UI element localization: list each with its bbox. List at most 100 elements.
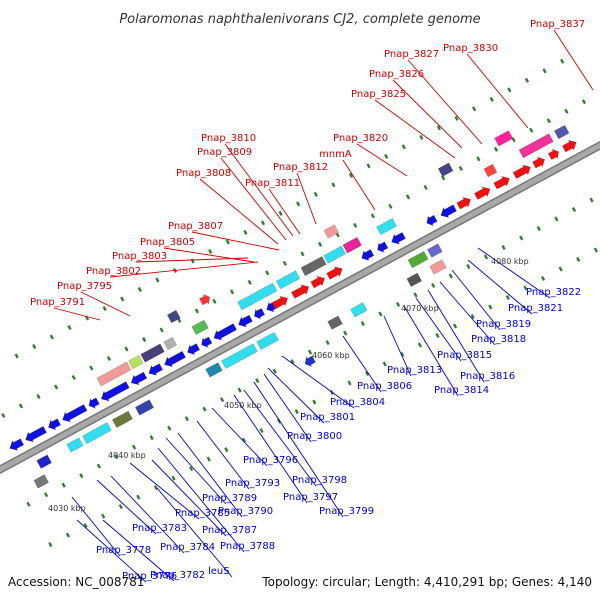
gene-feature <box>327 315 343 330</box>
leader-line <box>553 29 594 91</box>
leader-line <box>267 367 325 424</box>
gene-feature <box>391 232 406 245</box>
tick-mark <box>558 266 563 272</box>
gene-feature <box>271 295 289 310</box>
gene-feature <box>238 314 253 328</box>
tick-mark <box>472 106 477 112</box>
gene-labels: Pnap_3791 Pnap_3795 Pnap_3802 Pnap_3803 Pnap… <box>30 19 585 582</box>
leader-line <box>403 305 459 397</box>
tick-mark <box>542 68 547 74</box>
gene-label: Pnap_3808 <box>176 168 231 179</box>
tick-mark <box>247 279 252 285</box>
gene-feature <box>100 381 130 402</box>
tick-mark <box>290 359 295 365</box>
gene-label: Pnap_3819 <box>476 319 531 330</box>
gene-feature <box>221 343 258 369</box>
gene-feature <box>342 237 362 254</box>
gene-feature <box>148 363 164 376</box>
gene-label: Pnap_3788 <box>220 541 275 552</box>
tick-mark <box>102 305 107 311</box>
tick-mark <box>388 203 393 209</box>
gene-feature <box>376 218 397 236</box>
gene-label: Pnap_3801 <box>300 412 355 423</box>
tick-mark <box>466 264 471 270</box>
kbp-marker: 4070 kbp <box>401 304 439 313</box>
gene-label: Pnap_3796 <box>243 455 298 466</box>
gene-label: Pnap_3785 <box>175 508 230 519</box>
kbp-marker: 4050 kbp <box>224 401 262 410</box>
leader-line <box>268 188 301 235</box>
tick-mark <box>49 334 54 340</box>
gene-feature <box>96 361 132 387</box>
tick-mark <box>194 308 199 314</box>
leader-line <box>281 355 355 409</box>
gene-features <box>9 124 577 489</box>
tick-mark <box>219 397 225 403</box>
tick-mark <box>571 206 577 212</box>
tick-mark <box>136 494 141 500</box>
tick-mark <box>124 346 129 352</box>
tick-mark <box>118 504 123 510</box>
tick-mark <box>360 321 365 327</box>
tick-mark <box>581 99 587 105</box>
gene-label: Pnap_3806 <box>357 381 412 392</box>
leader-line <box>224 143 294 237</box>
gene-feature <box>474 186 491 200</box>
tick-mark <box>294 409 299 415</box>
gene-label: Pnap_3825 <box>351 89 406 100</box>
gene-feature <box>300 256 327 277</box>
genome-backbone <box>0 140 600 475</box>
tick-mark <box>241 437 247 443</box>
tick-mark <box>488 304 493 310</box>
gene-feature <box>493 176 510 190</box>
gene-label: Pnap_3803 <box>112 251 167 262</box>
gene-label: Pnap_3818 <box>471 334 526 345</box>
gene-label: Pnap_3802 <box>86 266 141 277</box>
tick-mark <box>89 365 94 371</box>
tick-mark <box>384 153 389 159</box>
leader-line <box>53 307 101 321</box>
tick-mark <box>505 294 510 300</box>
leader-line <box>109 261 259 278</box>
tick-mark <box>141 336 147 342</box>
tick-mark <box>507 87 512 93</box>
tick-mark <box>96 463 101 469</box>
leader-line <box>467 259 533 315</box>
tick-mark <box>65 532 71 538</box>
tick-mark <box>470 313 475 320</box>
tick-mark <box>131 444 137 450</box>
tick-mark <box>18 403 24 409</box>
gene-label: Pnap_3821 <box>508 303 563 314</box>
tick-mark <box>106 355 112 361</box>
tick-mark <box>149 435 154 441</box>
gene-feature <box>62 404 88 423</box>
tick-mark <box>489 96 494 102</box>
gene-feature <box>361 249 375 261</box>
leader-line <box>163 247 255 263</box>
gene-feature <box>483 163 498 178</box>
kbp-markers: 4030 kbp 4040 kbp 4050 kbp 4060 kbp 4070 kbp… <box>48 257 529 513</box>
gene-feature <box>275 270 301 290</box>
tick-mark <box>229 289 235 295</box>
tick-mark <box>348 172 354 178</box>
gene-feature <box>291 284 310 299</box>
gene-label: Pnap_3804 <box>330 397 385 408</box>
tick-mark <box>343 330 348 336</box>
tick-mark <box>448 273 453 279</box>
tick-mark <box>208 248 213 254</box>
tick-mark <box>365 371 370 377</box>
tick-mark <box>554 216 559 222</box>
leader-line <box>199 178 279 245</box>
leader-line <box>342 159 376 211</box>
tick-mark <box>61 482 66 488</box>
gene-feature <box>553 124 570 140</box>
tick-mark <box>312 399 317 405</box>
gene-label: Pnap_3820 <box>333 133 388 144</box>
tick-mark <box>54 384 59 390</box>
gene-feature <box>562 139 577 153</box>
leader-line <box>466 53 529 129</box>
tick-mark <box>83 523 88 529</box>
tick-mark <box>159 327 164 333</box>
gene-feature <box>429 259 447 275</box>
gene-label: Pnap_3793 <box>225 478 280 489</box>
